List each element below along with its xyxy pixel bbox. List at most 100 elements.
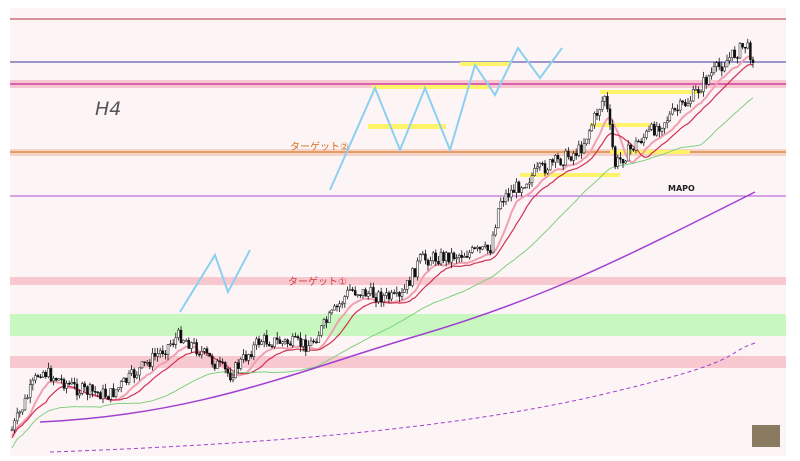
- candle-body: [361, 289, 365, 296]
- candle-body: [299, 337, 302, 347]
- candle-body: [148, 362, 152, 367]
- candle-body: [338, 303, 341, 307]
- candle-body: [535, 166, 539, 169]
- candle-body: [216, 360, 219, 369]
- candle-body: [512, 189, 516, 193]
- candle-body: [743, 46, 747, 49]
- candle-body: [260, 341, 263, 345]
- zone: [10, 277, 786, 285]
- candle-body: [442, 252, 445, 262]
- candle-body: [413, 268, 417, 278]
- candle-body: [408, 280, 412, 286]
- ma-purple-dashed: [49, 342, 756, 453]
- candle-body: [582, 143, 586, 154]
- candle-body: [715, 62, 718, 67]
- candle-body: [257, 338, 261, 345]
- candle-body: [49, 368, 53, 382]
- candle-body: [489, 250, 492, 254]
- candle-body: [473, 247, 477, 249]
- candle-body: [309, 340, 313, 347]
- candle-body: [67, 382, 71, 385]
- candle-body: [171, 343, 175, 346]
- candle-body: [652, 123, 656, 136]
- candle-body: [18, 411, 22, 414]
- timeframe-label: H4: [95, 98, 121, 120]
- candle-body: [13, 420, 16, 431]
- candle-body: [223, 362, 227, 370]
- candle-body: [551, 159, 555, 163]
- candle-body: [96, 391, 100, 394]
- candle-body: [164, 353, 167, 356]
- candle-body: [502, 201, 505, 203]
- candle-body: [483, 244, 487, 247]
- candle-body: [738, 43, 742, 59]
- candle-body: [444, 252, 448, 262]
- candle-body: [236, 362, 240, 369]
- ma-red: [11, 63, 753, 439]
- candle-body: [751, 59, 755, 63]
- candle-body: [723, 66, 726, 72]
- candle-body: [190, 342, 193, 349]
- candle-body: [689, 100, 692, 104]
- candle-body: [44, 372, 48, 377]
- candle-body: [210, 356, 214, 365]
- candle-body: [507, 193, 510, 198]
- candle-body: [356, 294, 360, 297]
- candle-body: [281, 341, 284, 344]
- avatar: [752, 425, 780, 447]
- candle-body: [10, 429, 14, 432]
- candle-body: [249, 354, 253, 357]
- candle-body: [621, 158, 625, 164]
- candle-body: [746, 42, 750, 49]
- candle-body: [353, 290, 357, 296]
- candle-body: [270, 345, 274, 348]
- candle-body: [314, 341, 318, 344]
- candle-body: [322, 319, 326, 327]
- candle-body: [54, 377, 58, 381]
- candle-body: [619, 157, 622, 160]
- candle-body: [439, 252, 443, 265]
- candle-body: [255, 338, 258, 346]
- candle-body: [424, 253, 427, 261]
- candle-body: [304, 339, 308, 352]
- candle-body: [608, 108, 612, 125]
- candle-body: [699, 91, 703, 94]
- candle-body: [543, 163, 547, 174]
- zone: [10, 314, 786, 336]
- candle-body: [382, 295, 386, 303]
- candle-body: [603, 96, 607, 102]
- candle-body: [262, 335, 266, 342]
- candle-body: [177, 329, 180, 339]
- candle-body: [158, 350, 162, 354]
- candle-body: [580, 144, 583, 154]
- candle-body: [712, 66, 716, 74]
- candle-body: [372, 287, 375, 298]
- candle-body: [244, 354, 248, 361]
- candle-body: [161, 350, 165, 355]
- candle-body: [320, 325, 323, 336]
- candle-body: [86, 386, 89, 395]
- candle-body: [481, 246, 484, 250]
- candle-body: [463, 256, 466, 258]
- candle-body: [15, 412, 19, 422]
- zone: [10, 356, 786, 368]
- candle-body: [728, 57, 731, 61]
- candle-body: [294, 336, 297, 338]
- candle-body: [130, 369, 133, 374]
- candle-body: [135, 374, 139, 378]
- candle-body: [268, 343, 271, 347]
- candle-body: [429, 260, 432, 266]
- candle-body: [184, 340, 188, 342]
- candle-body: [200, 351, 204, 356]
- candle-body: [143, 361, 146, 363]
- candle-body: [83, 383, 87, 388]
- candle-body: [624, 160, 627, 164]
- candle-body: [660, 127, 664, 132]
- candle-body: [213, 363, 217, 369]
- candle-body: [561, 164, 565, 167]
- candle-body: [710, 72, 713, 77]
- candle-body: [93, 391, 97, 393]
- highlights: [368, 62, 700, 177]
- candle-body: [530, 175, 534, 184]
- candle-body: [127, 372, 131, 383]
